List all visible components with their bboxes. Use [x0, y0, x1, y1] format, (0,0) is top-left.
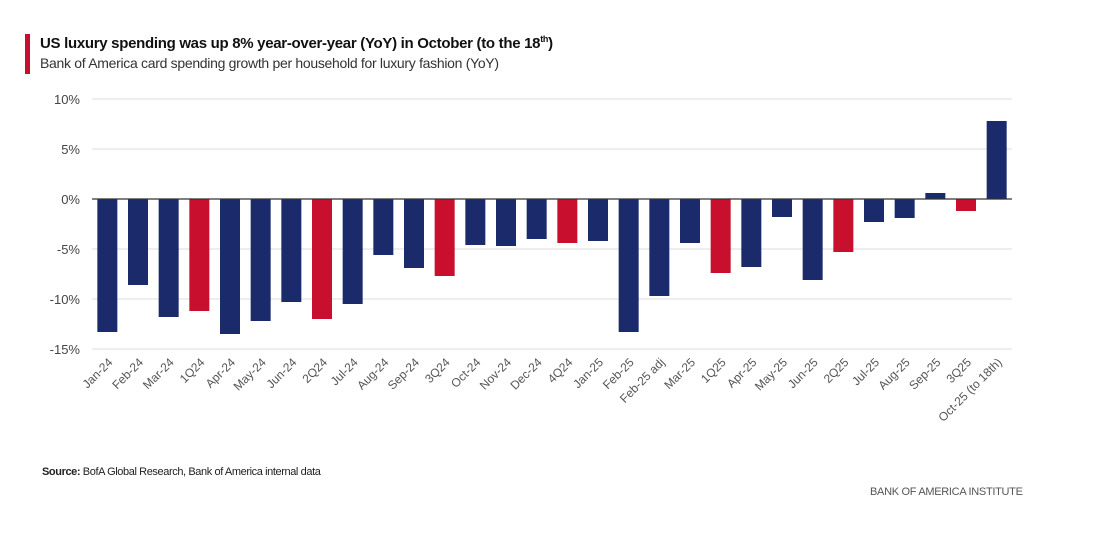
- bar: [312, 199, 332, 319]
- bar: [588, 199, 608, 241]
- x-tick-label: Sep-25: [906, 355, 943, 392]
- chart-subtitle: Bank of America card spending growth per…: [40, 55, 499, 71]
- x-tick-label: Jun-25: [785, 355, 821, 391]
- source-text: BofA Global Research, Bank of America in…: [80, 466, 321, 478]
- bar: [925, 193, 946, 199]
- bar: [373, 199, 394, 255]
- title-end: ): [548, 35, 553, 52]
- bar: [772, 199, 792, 217]
- y-tick-label: -5%: [57, 242, 81, 257]
- y-tick-label: 5%: [61, 142, 80, 157]
- bar: [158, 199, 179, 317]
- bar: [680, 199, 700, 243]
- bar: [833, 199, 854, 252]
- bar: [710, 199, 731, 273]
- title-superscript: th: [540, 34, 549, 44]
- bar: [281, 199, 302, 302]
- x-tick-label: 2Q25: [821, 355, 852, 386]
- bar: [250, 199, 271, 321]
- bar: [956, 199, 976, 211]
- bar: [986, 121, 1007, 199]
- x-tick-label: May-25: [752, 355, 790, 393]
- x-tick-label: Mar-25: [661, 355, 698, 392]
- bar: [557, 199, 578, 243]
- y-tick-label: 0%: [61, 192, 80, 207]
- y-tick-label: -15%: [50, 342, 81, 357]
- bar: [97, 199, 118, 332]
- x-tick-label: Jun-24: [264, 355, 300, 391]
- x-tick-label: Jan-25: [570, 355, 606, 391]
- y-tick-label: -10%: [50, 292, 81, 307]
- chart-title: US luxury spending was up 8% year-over-y…: [40, 34, 553, 52]
- bar: [649, 199, 670, 296]
- brand-footer: BANK OF AMERICA INSTITUTE: [870, 486, 1023, 498]
- source-note: Source: BofA Global Research, Bank of Am…: [42, 466, 321, 478]
- bar: [342, 199, 363, 304]
- source-label: Source:: [42, 466, 81, 478]
- bar: [404, 199, 424, 268]
- title-text: US luxury spending was up 8% year-over-y…: [40, 35, 541, 52]
- bar: [894, 199, 915, 218]
- x-tick-label: Dec-24: [508, 355, 545, 392]
- x-tick-label: 2Q24: [299, 355, 330, 386]
- x-tick-label: Nov-24: [477, 355, 514, 392]
- y-tick-label: 10%: [54, 92, 80, 107]
- x-tick-label: May-24: [231, 355, 269, 393]
- bar: [220, 199, 240, 334]
- x-tick-label: Aug-24: [354, 355, 391, 392]
- bar: [465, 199, 486, 245]
- x-tick-label: Aug-25: [876, 355, 913, 392]
- bar: [741, 199, 762, 267]
- bar: [189, 199, 210, 311]
- bar: [496, 199, 516, 246]
- title-accent-bar: [25, 34, 30, 74]
- bar: [802, 199, 823, 280]
- bar: [434, 199, 455, 276]
- x-tick-label: Sep-24: [385, 355, 422, 392]
- x-tick-label: Feb-24: [109, 355, 146, 392]
- bar: [864, 199, 884, 222]
- x-tick-label: Jan-24: [80, 355, 116, 391]
- bar: [128, 199, 148, 285]
- bar: [526, 199, 547, 239]
- x-tick-label: Mar-24: [140, 355, 177, 392]
- bar: [618, 199, 639, 332]
